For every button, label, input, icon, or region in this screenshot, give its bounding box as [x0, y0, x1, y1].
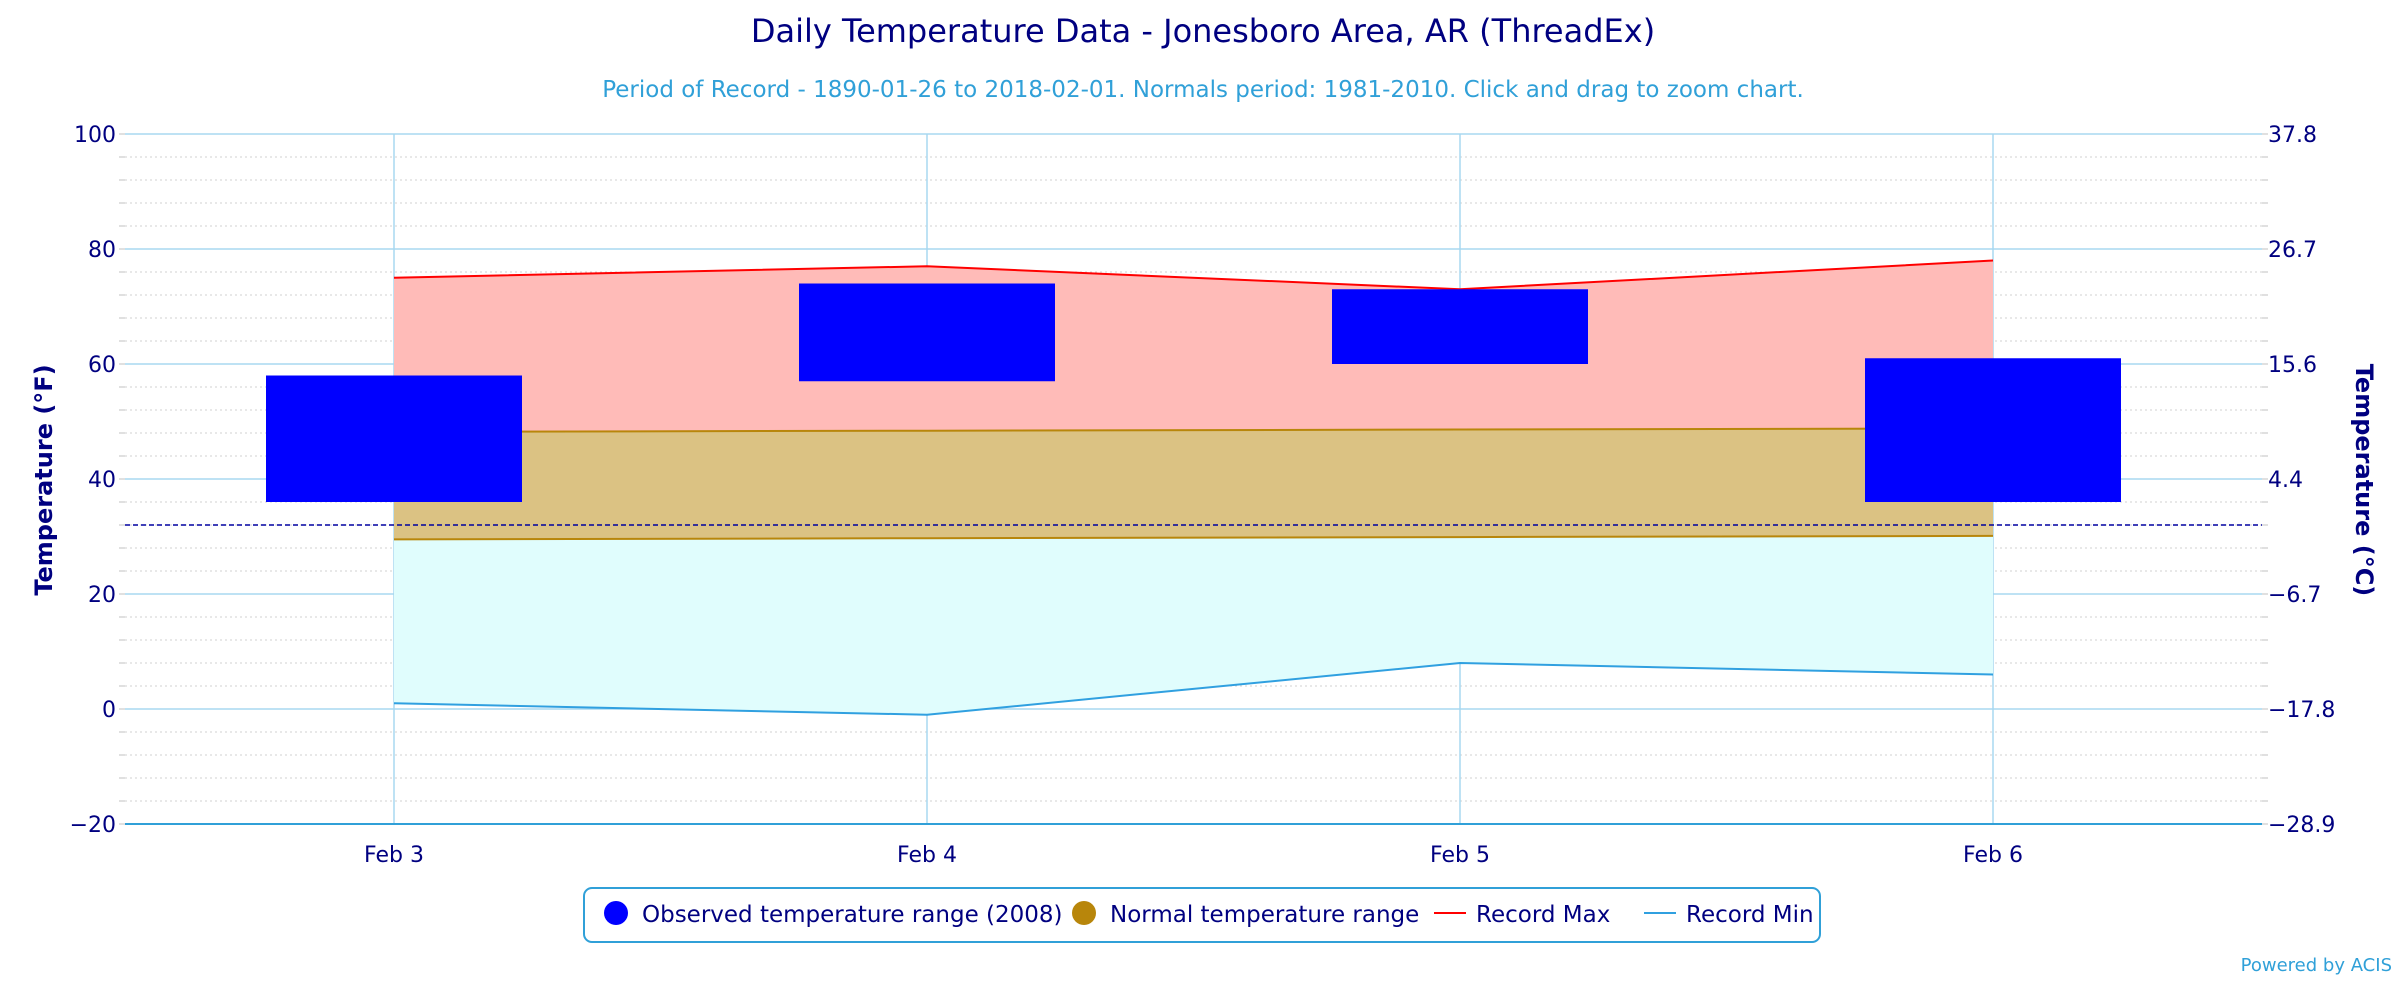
legend-normal-marker	[1072, 901, 1096, 925]
record-lines	[125, 259, 2262, 716]
y-tick-label-right: −28.9	[2268, 813, 2335, 838]
y-tick-label-left: 0	[102, 698, 116, 723]
y-tick-label-left: 40	[88, 468, 116, 493]
observed-bar	[1865, 358, 2121, 502]
chart-subtitle: Period of Record - 1890-01-26 to 2018-02…	[602, 77, 1804, 103]
observed-bar	[266, 375, 522, 502]
y-tick-label-left: −20	[70, 813, 116, 838]
observed-bars	[266, 283, 2121, 502]
legend-observed-label: Observed temperature range (2008)	[642, 902, 1063, 928]
record-high-band	[394, 260, 1993, 432]
y-tick-label-left: 60	[88, 353, 116, 378]
record-low-band	[394, 535, 1993, 715]
normal-range-band	[394, 428, 1993, 540]
y-tick-label-left: 80	[88, 238, 116, 263]
legend-normal-label: Normal temperature range	[1110, 902, 1419, 928]
record-max-line	[393, 259, 1994, 291]
x-tick-label: Feb 5	[1430, 843, 1490, 868]
y-tick-label-right: −6.7	[2268, 583, 2321, 608]
observed-bar	[799, 283, 1055, 382]
y-tick-label-right: 26.7	[2268, 238, 2317, 263]
observed-bar	[1332, 289, 1588, 364]
y-tick-label-right: 15.6	[2268, 353, 2317, 378]
legend-record-min-label: Record Min	[1686, 902, 1814, 928]
legend-box	[583, 887, 1821, 943]
y-axis-label-left: Temperature (°F)	[30, 364, 58, 595]
y-tick-label-left: 20	[88, 583, 116, 608]
y-tick-label-right: 37.8	[2268, 123, 2317, 148]
range-areas	[394, 260, 1993, 715]
credit-link[interactable]: Powered by ACIS	[2240, 955, 2392, 976]
y-tick-label-right: 4.4	[2268, 468, 2303, 493]
y-axis-label-right: Temperature (°C)	[2350, 364, 2378, 597]
y-tick-label-left: 100	[74, 123, 116, 148]
chart-title: Daily Temperature Data - Jonesboro Area,…	[751, 12, 1655, 50]
x-tick-label: Feb 4	[897, 843, 957, 868]
x-tick-label: Feb 6	[1963, 843, 2023, 868]
legend-observed-marker	[604, 901, 628, 925]
normal-high-line	[393, 427, 1994, 433]
record-min-line	[393, 661, 1994, 716]
x-tick-label: Feb 3	[364, 843, 424, 868]
axes: −20 0 20 40 60 80 100 −28.9 −17.8 −6.7 4.4 15.6 26.7…	[70, 123, 2336, 868]
legend[interactable]: Observed temperature range (2008) Normal …	[583, 887, 1821, 943]
y-tick-label-right: −17.8	[2268, 698, 2335, 723]
legend-record-max-label: Record Max	[1476, 902, 1610, 928]
normal-low-line	[393, 534, 1994, 541]
